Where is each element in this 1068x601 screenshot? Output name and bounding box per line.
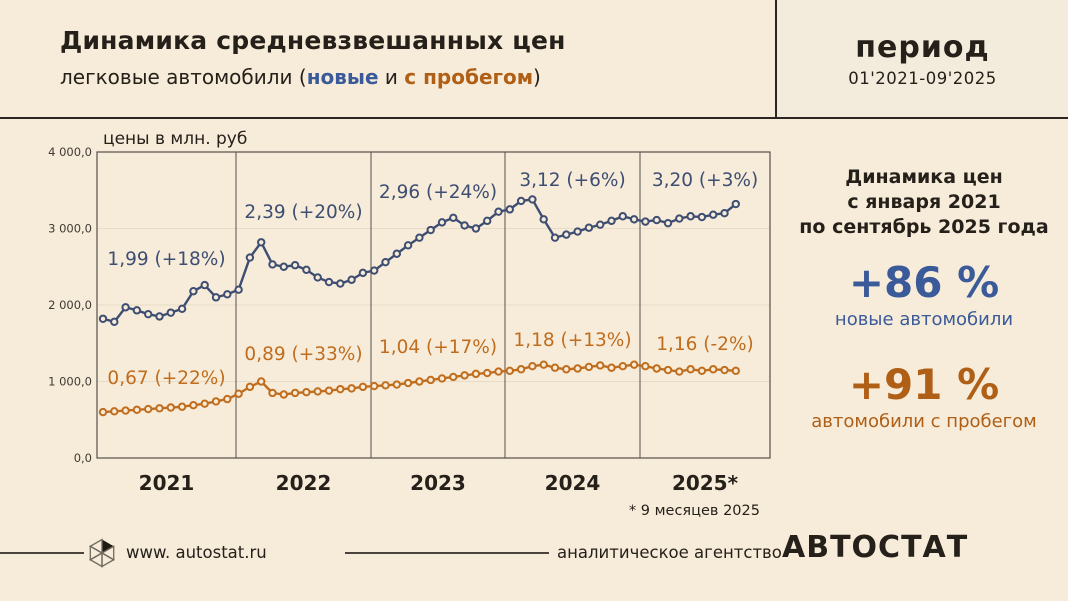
svg-text:2022: 2022 — [276, 471, 332, 495]
svg-text:1,18 (+13%): 1,18 (+13%) — [513, 330, 631, 351]
subtitle-suffix: ) — [533, 65, 541, 89]
new-cars-inline-label: новые — [306, 65, 379, 89]
new-cars-caption: новые автомобили — [834, 309, 1014, 331]
page-title: Динамика средневзвешанных цен — [60, 26, 566, 55]
header-separator — [0, 117, 1068, 119]
agency-label: аналитическое агентство — [557, 543, 782, 562]
chart-canvas: цены в млн. руб 4 000,0 3 000,0 2 000,0 1 00… — [48, 129, 771, 495]
svg-text:2025*: 2025* — [672, 471, 739, 495]
svg-text:1 000,0: 1 000,0 — [48, 375, 92, 389]
svg-text:0,67 (+22%): 0,67 (+22%) — [107, 368, 225, 389]
footer-rule-left — [0, 552, 84, 554]
price-dynamics-chart: цены в млн. руб 4 000,0 3 000,0 2 000,0 1 00… — [0, 125, 790, 525]
svg-text:0,0: 0,0 — [74, 451, 92, 465]
period-box: период 01'2021-09'2025 — [777, 0, 1068, 117]
footer-rule-middle — [345, 552, 549, 554]
svg-text:2021: 2021 — [139, 471, 195, 495]
svg-text:2023: 2023 — [410, 471, 466, 495]
new-cars-change: +86 % — [848, 258, 1000, 308]
subtitle-and: и — [378, 65, 405, 89]
autostat-logo-icon — [88, 538, 116, 568]
summary-heading: Динамика цен с января 2021 по сентябрь 2… — [799, 166, 1049, 239]
svg-text:4 000,0: 4 000,0 — [48, 145, 92, 159]
period-value: 01'2021-09'2025 — [848, 68, 997, 88]
period-label: период — [855, 29, 990, 65]
used-cars-inline-label: с пробегом — [404, 65, 534, 89]
website-text: www. autostat.ru — [126, 543, 267, 562]
page-subtitle: легковые автомобили (новые и с пробегом) — [60, 65, 566, 89]
svg-text:1,04 (+17%): 1,04 (+17%) — [379, 337, 497, 358]
used-cars-stat: +91 % автомобили с пробегом — [788, 360, 1060, 432]
new-cars-stat: +86 % новые автомобили — [788, 258, 1060, 330]
svg-text:2024: 2024 — [545, 471, 601, 495]
chart-footnote: * 9 месяцев 2025 — [628, 503, 760, 519]
used-cars-caption: автомобили с пробегом — [811, 411, 1037, 433]
header: Динамика средневзвешанных цен легковые а… — [60, 26, 566, 89]
svg-text:2 000,0: 2 000,0 — [48, 298, 92, 312]
svg-text:3,12 (+6%): 3,12 (+6%) — [519, 170, 625, 191]
svg-text:0,89 (+33%): 0,89 (+33%) — [244, 344, 362, 365]
agency-name: АВТОСТАТ — [782, 530, 969, 565]
svg-text:2,39 (+20%): 2,39 (+20%) — [244, 202, 362, 223]
svg-text:1,99 (+18%): 1,99 (+18%) — [107, 249, 225, 270]
svg-text:2,96 (+24%): 2,96 (+24%) — [379, 182, 497, 203]
svg-text:3 000,0: 3 000,0 — [48, 222, 92, 236]
svg-text:1,16 (-2%): 1,16 (-2%) — [656, 334, 754, 355]
header-vertical-divider — [775, 0, 777, 117]
subtitle-prefix: легковые автомобили ( — [60, 65, 307, 89]
svg-text:цены в млн. руб: цены в млн. руб — [103, 129, 247, 149]
summary-panel: Динамика цен с января 2021 по сентябрь 2… — [788, 165, 1060, 432]
used-cars-change: +91 % — [848, 360, 1000, 410]
svg-text:3,20 (+3%): 3,20 (+3%) — [652, 170, 758, 191]
